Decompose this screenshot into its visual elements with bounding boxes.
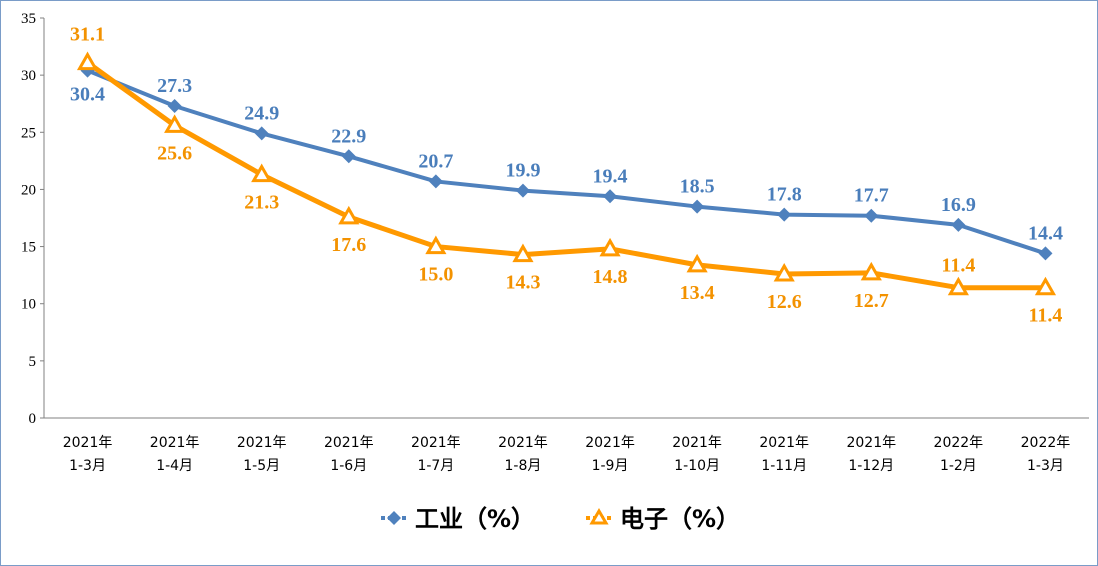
data-label: 16.9 xyxy=(941,194,976,216)
data-point-marker xyxy=(251,163,273,183)
data-point-marker xyxy=(515,183,530,198)
data-label: 14.4 xyxy=(1028,222,1063,244)
data-point-marker xyxy=(1034,276,1057,296)
data-point-marker xyxy=(686,253,708,273)
data-point-marker xyxy=(164,114,186,133)
data-label: 19.4 xyxy=(593,165,628,187)
y-tick-label: 5 xyxy=(29,354,37,370)
legend-diamond-icon xyxy=(387,511,401,525)
x-tick-label: 2021年 xyxy=(672,435,722,451)
x-tick-label: 1-5月 xyxy=(243,458,280,474)
data-point-marker xyxy=(167,99,182,113)
data-label: 27.3 xyxy=(157,75,192,97)
legend-entry: 电子（%） xyxy=(620,505,740,533)
data-label: 14.8 xyxy=(593,266,628,288)
data-label: 25.6 xyxy=(157,142,192,164)
data-label: 22.9 xyxy=(331,125,366,147)
x-tick-label: 2022年 xyxy=(1021,435,1071,451)
data-point-marker xyxy=(80,63,95,78)
data-point-marker xyxy=(773,262,795,282)
data-label: 21.3 xyxy=(244,192,279,214)
data-label: 11.4 xyxy=(1029,305,1063,327)
x-tick-label: 1-12月 xyxy=(848,458,894,474)
x-tick-label: 1-3月 xyxy=(1027,458,1064,474)
data-point-marker xyxy=(512,243,534,263)
data-point-marker xyxy=(951,217,966,232)
data-label: 19.9 xyxy=(505,160,540,182)
x-tick-label: 2022年 xyxy=(934,435,984,451)
y-tick-label: 20 xyxy=(21,182,36,198)
data-label: 17.8 xyxy=(767,184,802,206)
legend-triangle-icon xyxy=(589,508,609,525)
x-tick-label: 2021年 xyxy=(237,435,287,451)
data-label: 18.5 xyxy=(680,176,715,198)
data-point-marker xyxy=(947,276,969,296)
x-tick-label: 2021年 xyxy=(585,435,635,451)
data-label: 24.9 xyxy=(244,102,279,124)
data-label: 17.7 xyxy=(854,185,889,207)
y-tick-label: 35 xyxy=(21,11,36,27)
y-tick-label: 30 xyxy=(21,68,36,84)
data-label: 20.7 xyxy=(418,150,453,172)
data-label: 31.1 xyxy=(70,24,105,46)
data-point-marker xyxy=(425,235,447,255)
x-tick-label: 1-7月 xyxy=(417,458,454,474)
x-tick-label: 1-8月 xyxy=(505,458,542,474)
data-point-marker xyxy=(338,205,360,225)
y-tick-label: 10 xyxy=(21,297,36,313)
data-point-marker xyxy=(599,237,621,257)
x-tick-label: 1-6月 xyxy=(330,458,367,474)
series-line-industry xyxy=(86,68,1047,256)
legend-entry: 工业（%） xyxy=(415,505,535,533)
data-point-marker xyxy=(860,261,882,281)
x-tick-label: 1-9月 xyxy=(592,458,629,474)
x-tick-label: 1-4月 xyxy=(156,458,193,474)
data-point-marker xyxy=(864,208,879,223)
data-point-marker xyxy=(1038,246,1053,261)
data-label: 12.6 xyxy=(767,291,802,313)
x-tick-label: 1-3月 xyxy=(69,458,106,474)
series-line-electronics xyxy=(86,60,1046,291)
data-label: 17.6 xyxy=(331,234,366,256)
y-tick-label: 25 xyxy=(21,125,36,141)
data-label: 30.4 xyxy=(70,84,105,106)
data-label: 12.7 xyxy=(854,290,889,312)
x-tick-label: 1-11月 xyxy=(761,458,807,474)
x-tick-label: 2021年 xyxy=(498,435,548,451)
data-point-marker xyxy=(777,207,792,222)
data-point-marker xyxy=(254,126,269,141)
data-point-marker xyxy=(690,199,705,214)
y-tick-label: 0 xyxy=(29,411,37,427)
x-tick-label: 2021年 xyxy=(63,435,113,451)
data-label: 14.3 xyxy=(505,272,540,294)
data-point-marker xyxy=(428,174,443,189)
y-tick-label: 15 xyxy=(21,240,36,256)
data-point-marker xyxy=(603,189,618,204)
x-tick-label: 2021年 xyxy=(150,435,200,451)
x-tick-label: 2021年 xyxy=(324,435,374,451)
x-tick-label: 2021年 xyxy=(411,435,461,451)
x-tick-label: 2021年 xyxy=(759,435,809,451)
x-tick-label: 1-2月 xyxy=(940,458,977,474)
data-label: 11.4 xyxy=(941,255,975,277)
data-point-marker xyxy=(76,51,99,71)
x-tick-label: 1-10月 xyxy=(674,458,720,474)
data-label: 13.4 xyxy=(680,282,715,304)
x-tick-label: 2021年 xyxy=(846,435,896,451)
data-label: 15.0 xyxy=(418,264,453,286)
data-point-marker xyxy=(341,149,356,164)
